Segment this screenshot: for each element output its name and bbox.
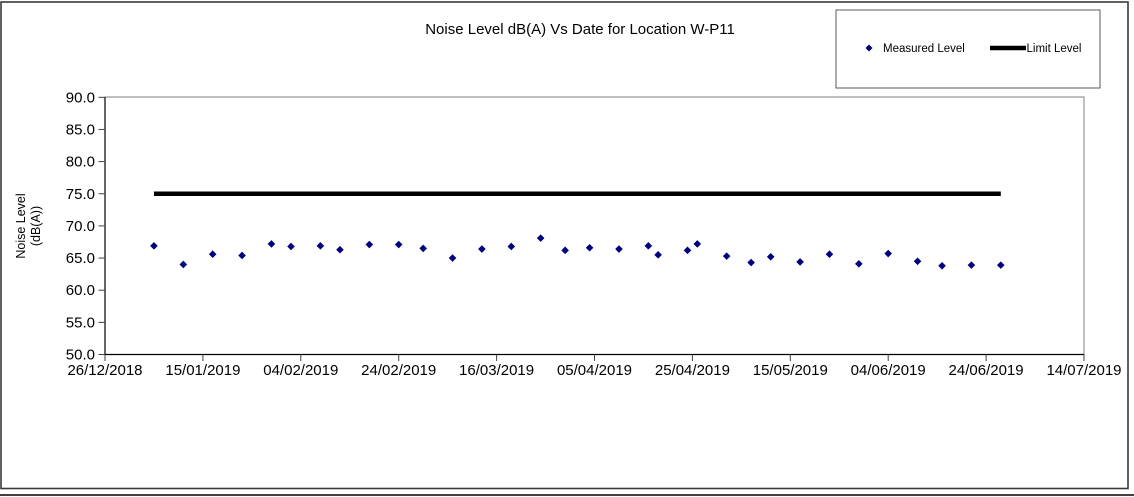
- x-tick-label: 25/04/2019: [655, 362, 730, 379]
- measured-level-point: [365, 240, 374, 249]
- measured-level-point: [996, 261, 1005, 269]
- measured-level-point: [938, 261, 946, 270]
- x-tick-label: 15/05/2019: [753, 362, 828, 379]
- y-tick-label: 75.0: [66, 186, 95, 203]
- measured-level-point: [722, 252, 731, 260]
- measured-level-point: [336, 245, 344, 254]
- y-tick-label: 60.0: [66, 282, 95, 299]
- measured-level-point: [478, 245, 486, 253]
- measured-level-legend-label: Measured Level: [883, 43, 965, 55]
- measured-level-point: [208, 250, 217, 258]
- y-tick-label: 55.0: [66, 314, 95, 331]
- measured-level-point: [394, 240, 403, 249]
- measured-level-point: [913, 257, 922, 266]
- measured-level-point: [419, 244, 427, 253]
- x-tick-label: 04/02/2019: [263, 362, 338, 379]
- measured-level-point: [654, 251, 662, 259]
- measured-level-point: [316, 242, 325, 250]
- legend-box: [835, 9, 1101, 89]
- x-tick-label: 05/04/2019: [557, 362, 632, 379]
- y-tick-label: 50.0: [66, 347, 95, 364]
- measured-level-point: [267, 240, 276, 248]
- y-axis-title-line1: Noise Level: [14, 193, 28, 258]
- x-tick-label: 16/03/2019: [459, 362, 534, 379]
- measured-level-point: [561, 246, 569, 255]
- measured-level-point: [825, 250, 834, 258]
- y-tick-label: 85.0: [66, 121, 95, 138]
- x-axis: 26/12/2018 15/01/2019 04/02/2019 24/02/2019…: [67, 354, 1122, 379]
- measured-level-point: [747, 258, 755, 267]
- x-tick-label: 14/07/2019: [1046, 362, 1121, 379]
- plot-area: 90.0 85.0 80.0 75.0 70.0 65.0 60.0 55.0 50.0 26/…: [66, 89, 1122, 379]
- y-tick-label: 65.0: [66, 250, 95, 267]
- measured-level-point: [766, 252, 775, 261]
- x-tick-label: 15/01/2019: [165, 362, 240, 379]
- measured-level-point: [507, 242, 516, 251]
- measured-level-point: [855, 260, 863, 268]
- y-tick-label: 70.0: [66, 218, 95, 235]
- data-series: [150, 191, 1005, 270]
- plot-frame: [104, 96, 1085, 355]
- y-axis: 90.0 85.0 80.0 75.0 70.0 65.0 60.0 55.0 50.0: [66, 89, 105, 364]
- measured-level-point: [585, 243, 594, 252]
- x-tick-label: 24/02/2019: [361, 362, 436, 379]
- measured-level-point: [615, 245, 623, 253]
- x-tick-label: 26/12/2018: [67, 362, 142, 379]
- y-tick-label: 90.0: [66, 89, 95, 106]
- x-tick-label: 24/06/2019: [949, 362, 1024, 379]
- measured-level-point: [536, 234, 545, 242]
- chart-title: Noise Level dB(A) Vs Date for Location W…: [425, 21, 735, 38]
- measured-level-point: [238, 251, 246, 260]
- measured-level-point: [150, 242, 158, 250]
- legend: Measured Level Limit Level: [835, 9, 1101, 89]
- measured-level-point: [448, 254, 457, 262]
- y-tick-label: 80.0: [66, 154, 95, 171]
- limit-level-legend-label: Limit Level: [1027, 43, 1082, 55]
- chart-outer-border: [0, 1, 1129, 490]
- x-tick-label: 04/06/2019: [851, 362, 926, 379]
- measured-level-point: [796, 258, 804, 266]
- measured-level-point: [287, 242, 295, 251]
- measured-level-point: [644, 242, 653, 250]
- measured-level-point: [179, 260, 188, 269]
- measured-level-point: [884, 249, 892, 258]
- measured-level-legend-marker-icon: [865, 44, 873, 52]
- measured-level-point: [967, 261, 976, 269]
- measured-level-point: [693, 240, 702, 248]
- measured-level-point: [683, 246, 692, 255]
- y-axis-title-line2: (dB(A)): [29, 206, 43, 246]
